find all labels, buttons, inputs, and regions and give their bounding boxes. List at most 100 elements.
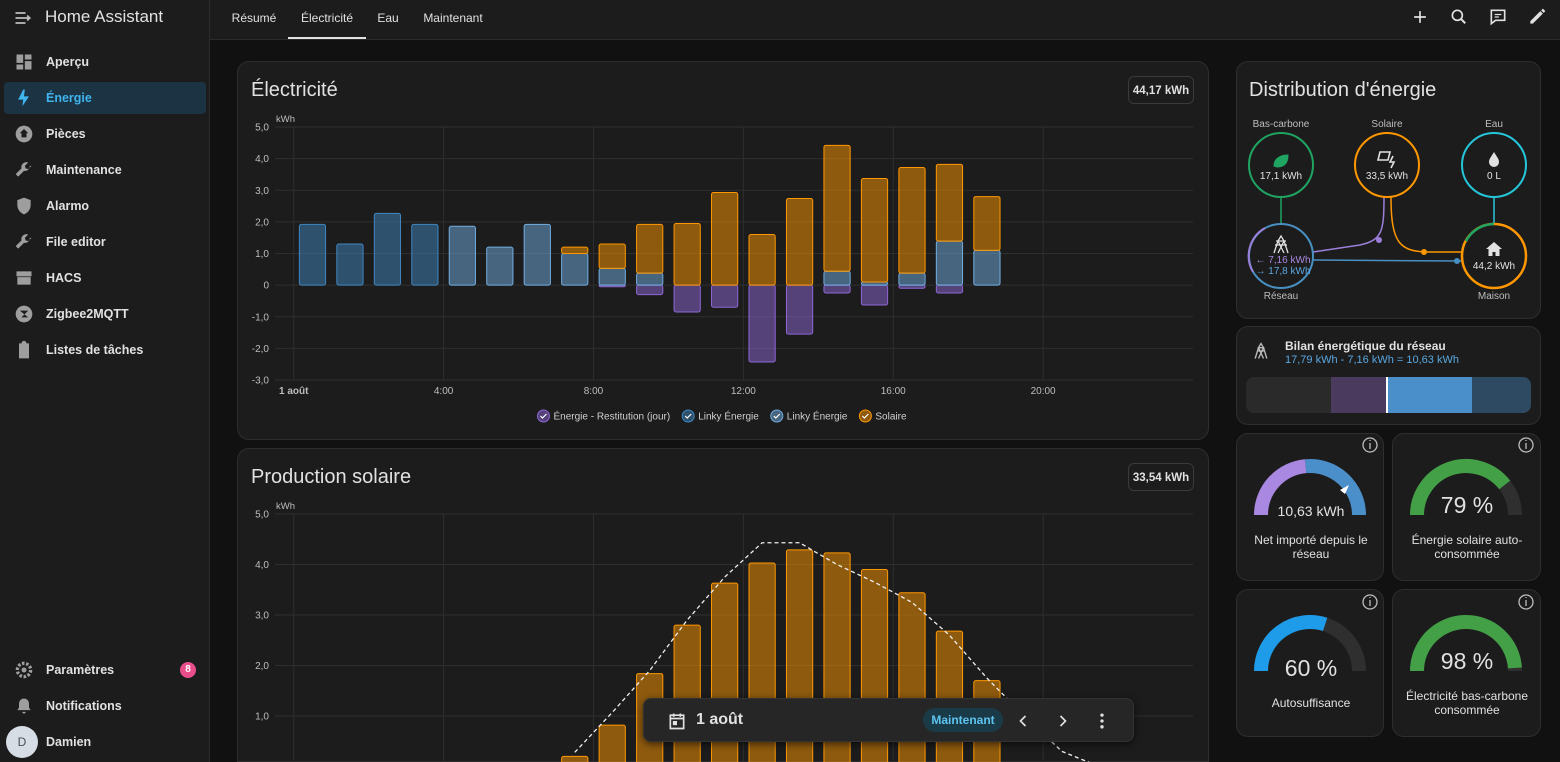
info-icons [1362,437,1534,610]
icon [16,271,32,285]
date-label: 1 août [696,711,744,728]
tab[interactable]: Résumé [231,11,277,25]
nav-item[interactable]: Pièces [4,118,206,150]
node-value: → 17,8 kWh [1255,266,1310,277]
nav-item[interactable]: Alarmo [4,190,206,222]
bar-segment [1387,377,1472,413]
node-circle [1354,132,1420,198]
node-label: Solaire [1371,119,1403,130]
legend-label: Linky Énergie [787,410,848,423]
legend-swatch [681,409,695,423]
tab[interactable]: Eau [377,11,399,25]
search-button[interactable] [1449,7,1469,27]
date-picker: 1 août Maintenant [643,698,1134,742]
y-tick-label: -3,0 [252,376,270,387]
node-value: 17,1 kWh [1260,171,1302,182]
icon-shape [17,197,31,215]
assist-button-part [1494,13,1502,18]
gauge-label: Autosuffisance [1271,696,1351,710]
menu-button[interactable] [13,8,33,28]
bar [785,197,814,286]
calendar-icon-part [669,713,685,730]
icon [15,125,33,143]
icon [19,340,29,359]
nav-label: Zigbee2MQTT [46,307,129,321]
flow-line [1390,196,1462,253]
sidebar: Home Assistant Aperçu Énergie Pièces Mainte… [0,0,210,762]
assist-button[interactable] [1488,7,1508,27]
bar [973,196,1001,251]
bar [448,225,476,286]
menu-button[interactable] [1092,711,1112,731]
nav-settings[interactable]: Paramètres 8 [4,654,206,686]
icon [16,54,32,70]
y-tick-label: 4,0 [255,154,269,165]
bar [748,234,776,286]
search-button-part [1451,9,1464,22]
node-label: Eau [1485,119,1503,130]
bar [898,166,926,274]
bar [673,284,701,313]
nav-item[interactable]: Énergie [4,82,206,114]
nav-label: Alarmo [46,199,90,213]
nav-notifications[interactable]: Notifications [4,690,206,722]
nav-item[interactable]: File editor [4,226,206,258]
legend-swatch [770,409,784,423]
bar [860,178,889,283]
y-tick-label: -1,0 [252,312,270,323]
y-tick-label: 1,0 [255,249,269,260]
bar [636,272,664,286]
bar [411,223,439,286]
bar [486,246,514,286]
edit-button[interactable] [1527,7,1547,27]
next-button[interactable] [1053,711,1073,731]
prev-button[interactable] [1013,711,1033,731]
edit-button-part [1530,8,1546,24]
tab-indicator [288,37,366,39]
prev-button-part [1019,715,1027,727]
y-tick-label: 3,0 [255,186,269,197]
node-arc [1247,227,1266,273]
node-label: Bas-carbone [1253,119,1310,130]
gauge-arc [1410,459,1511,516]
bar [636,284,664,296]
legend-label: Énergie - Restitution (jour) [553,410,670,423]
nav-label: Notifications [46,699,122,713]
bar [935,284,964,294]
nav-user[interactable]: D Damien [4,726,206,758]
gauge-value: 10,63 kWh [1277,503,1345,519]
tab[interactable]: Électricité [300,11,354,25]
node-value: ← 7,16 kWh [1255,255,1310,266]
now-button[interactable]: Maintenant [923,708,1003,732]
icon [17,698,31,714]
card-title: Bilan énergétique du réseau [1285,339,1446,353]
icon [15,162,32,177]
card-title: Électricité [251,79,338,101]
nav-item[interactable]: HACS [4,262,206,294]
legend-check [861,413,869,419]
gauge-label: Énergie solaire auto-consommée [1411,533,1523,561]
icon [15,661,33,679]
node-value: 33,5 kWh [1366,171,1408,182]
icon-shape [16,54,32,70]
assist-button-part [1490,9,1506,26]
nav-item[interactable]: Aperçu [4,46,206,78]
tab[interactable]: Maintenant [423,11,483,25]
info-icons-part [1518,437,1534,453]
gauge-needle [1340,485,1349,494]
gauge-arc [1254,615,1328,672]
x-tick-label: 16:00 [881,386,906,397]
nav-item[interactable]: Listes de tâches [4,334,206,366]
y-tick-label: 5,0 [255,510,269,521]
avatar: D [6,726,38,758]
icon-shape [15,305,33,323]
nav-item[interactable]: Zigbee2MQTT [4,298,206,330]
gauge-arc [1305,459,1366,516]
nav-item[interactable]: Maintenance [4,154,206,186]
add-button[interactable] [1410,7,1430,27]
info-icons-part [1362,594,1378,610]
menu-button-part [15,12,31,24]
calendar-icon[interactable] [667,711,687,731]
